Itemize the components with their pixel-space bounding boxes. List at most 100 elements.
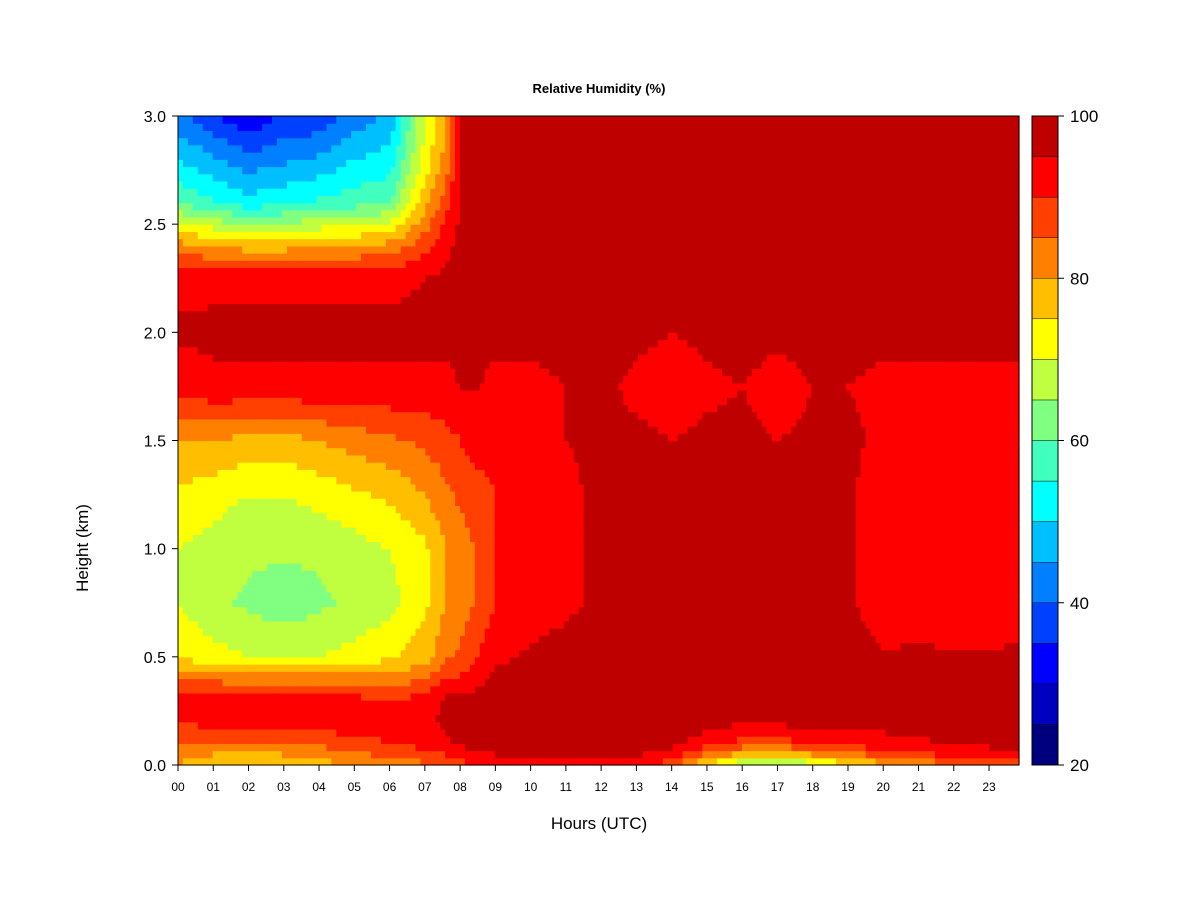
heatmap-cell <box>237 620 243 629</box>
heatmap-cell <box>306 541 313 550</box>
heatmap-cell <box>321 700 328 708</box>
heatmap-cell <box>227 534 234 543</box>
heatmap-cell <box>316 390 323 398</box>
heatmap-cell <box>311 353 318 362</box>
heatmap-cell <box>415 563 422 571</box>
heatmap-cell <box>370 123 377 132</box>
heatmap-cell <box>336 505 342 514</box>
heatmap-cell <box>296 678 303 687</box>
heatmap-cell <box>291 433 298 442</box>
heatmap-cell <box>405 700 412 708</box>
heatmap-cell <box>440 123 446 132</box>
heatmap-cell <box>405 224 412 232</box>
heatmap-cell <box>222 599 229 607</box>
heatmap-cell <box>356 541 362 550</box>
heatmap-cell <box>271 721 278 730</box>
heatmap-cell <box>291 180 298 189</box>
heatmap-cell <box>178 332 184 341</box>
heatmap-cell <box>425 224 431 232</box>
heatmap-cell <box>301 152 308 160</box>
heatmap-cell <box>390 260 397 269</box>
heatmap-cell <box>222 750 229 759</box>
heatmap-cell <box>440 606 446 615</box>
heatmap-cell <box>306 591 313 600</box>
heatmap-cell <box>281 678 288 687</box>
heatmap-cell <box>182 548 189 557</box>
heatmap-cell <box>247 692 253 701</box>
heatmap-cell <box>380 202 387 211</box>
heatmap-cell <box>237 490 243 499</box>
heatmap-cell <box>316 642 323 651</box>
heatmap-cell <box>242 548 248 557</box>
heatmap-cell <box>242 310 248 319</box>
heatmap-cell <box>361 512 367 521</box>
heatmap-cell <box>187 440 194 449</box>
heatmap-cell <box>341 353 347 362</box>
heatmap-cell <box>420 404 426 413</box>
heatmap-cell <box>257 692 263 701</box>
heatmap-cell <box>262 152 268 160</box>
heatmap-cell <box>430 527 436 535</box>
heatmap-cell <box>405 375 412 384</box>
heatmap-cell <box>222 678 229 687</box>
heatmap-cell <box>252 195 258 204</box>
heatmap-cell <box>262 317 268 326</box>
heatmap-cell <box>197 678 204 687</box>
heatmap-cell <box>207 245 214 254</box>
heatmap-cell <box>410 627 417 636</box>
heatmap-cell <box>326 137 332 146</box>
heatmap-cell <box>390 512 397 521</box>
heatmap-cell <box>435 231 441 240</box>
heatmap-cell <box>202 591 209 600</box>
heatmap-cell <box>252 353 258 362</box>
heatmap-cell <box>281 209 288 218</box>
heatmap-cell <box>445 260 451 269</box>
heatmap-cell <box>351 570 357 579</box>
heatmap-cell <box>440 498 446 506</box>
heatmap-cell <box>341 649 347 658</box>
heatmap-cell <box>286 245 293 254</box>
heatmap-cell <box>276 613 283 622</box>
heatmap-cell <box>197 166 204 175</box>
heatmap-cell <box>212 721 219 730</box>
heatmap-cell <box>341 685 347 694</box>
heatmap-cell <box>390 426 397 434</box>
heatmap-cell <box>252 664 258 672</box>
heatmap-cell <box>390 541 397 550</box>
heatmap-cell <box>365 209 372 218</box>
heatmap-cell <box>400 159 407 168</box>
heatmap-cell <box>365 620 372 629</box>
heatmap-cell <box>262 519 268 528</box>
heatmap-cell <box>192 700 199 708</box>
heatmap-cell <box>291 447 298 456</box>
heatmap-cell <box>178 361 184 369</box>
heatmap-cell <box>197 404 204 413</box>
heatmap-cell <box>400 440 407 449</box>
heatmap-cell <box>306 144 313 153</box>
heatmap-cell <box>182 152 189 160</box>
heatmap-cell <box>380 469 387 478</box>
heatmap-cell <box>237 606 243 615</box>
heatmap-cell <box>232 123 238 132</box>
heatmap-cell <box>435 375 441 384</box>
heatmap-cell <box>370 541 377 550</box>
heatmap-cell <box>262 527 268 535</box>
heatmap-cell <box>341 743 347 752</box>
heatmap-cell <box>346 483 352 492</box>
heatmap-cell <box>375 664 382 672</box>
heatmap-cell <box>435 534 441 543</box>
heatmap-cell <box>202 289 209 297</box>
heatmap-cell <box>351 541 357 550</box>
heatmap-cell <box>178 606 184 615</box>
heatmap-cell <box>410 570 417 579</box>
heatmap-cell <box>356 440 362 449</box>
heatmap-cell <box>356 664 362 672</box>
heatmap-cell <box>356 368 362 377</box>
heatmap-cell <box>415 462 422 470</box>
heatmap-cell <box>276 649 283 658</box>
heatmap-cell <box>321 130 328 139</box>
heatmap-cell <box>197 700 204 708</box>
heatmap-cell <box>351 555 357 564</box>
heatmap-cell <box>425 332 431 341</box>
heatmap-cell <box>425 490 431 499</box>
